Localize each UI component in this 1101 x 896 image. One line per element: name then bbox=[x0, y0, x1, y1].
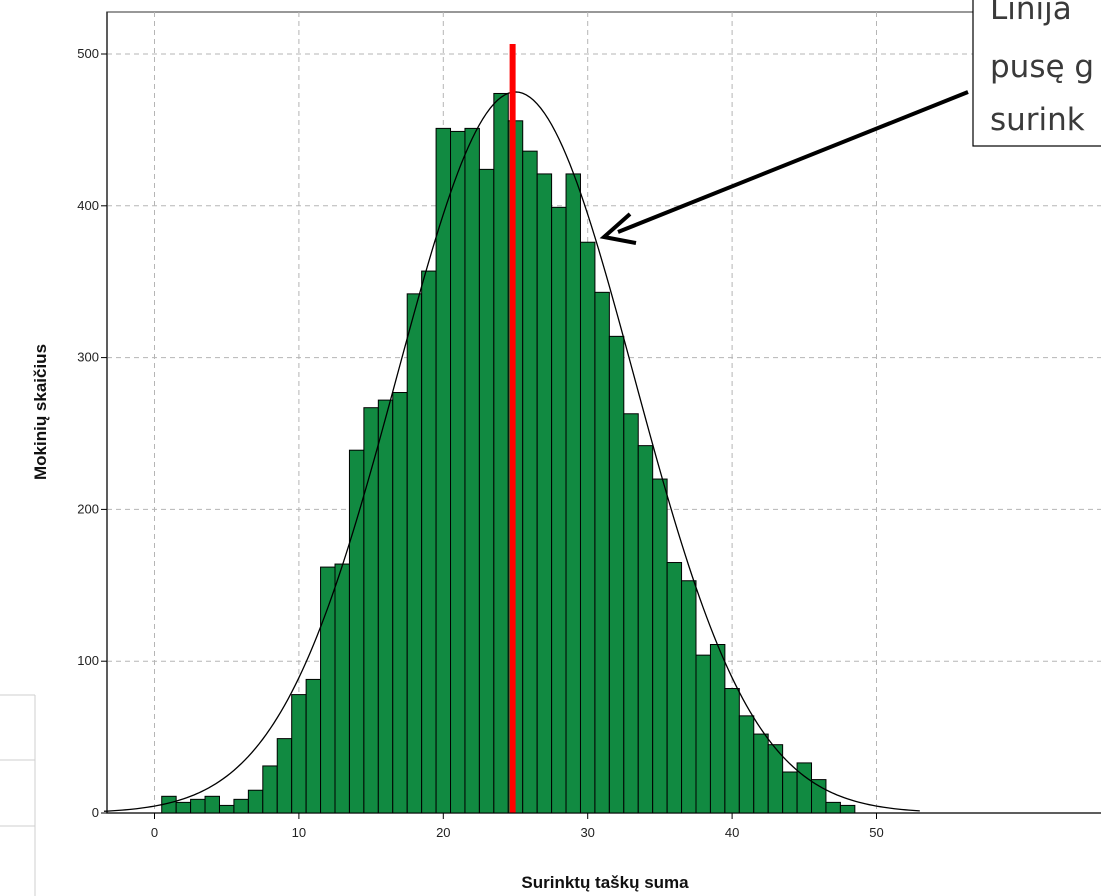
histogram-bar bbox=[204, 795, 220, 814]
x-tick-label: 40 bbox=[725, 825, 739, 840]
histogram-bar bbox=[536, 173, 553, 814]
histogram-bar bbox=[276, 738, 293, 814]
callout-box bbox=[972, 0, 1101, 147]
histogram-bar bbox=[623, 413, 639, 814]
histogram-bar bbox=[218, 804, 235, 814]
histogram-bar bbox=[738, 715, 755, 814]
histogram-bar bbox=[247, 789, 264, 814]
histogram-bar bbox=[608, 335, 625, 814]
histogram-bar bbox=[464, 127, 480, 814]
callout-arrow-head bbox=[599, 212, 637, 245]
histogram-bar bbox=[190, 798, 206, 814]
histogram-bar bbox=[175, 801, 192, 814]
y-tick-label: 200 bbox=[77, 501, 99, 516]
callout-line-2: pusę g bbox=[990, 49, 1094, 85]
histogram-bar bbox=[392, 392, 408, 814]
histogram-bar bbox=[782, 771, 798, 814]
histogram-bar bbox=[565, 173, 581, 814]
y-tick-label: 400 bbox=[77, 198, 99, 213]
histogram-bar bbox=[666, 562, 683, 814]
histogram-bar bbox=[291, 694, 307, 814]
histogram-bar bbox=[594, 291, 610, 814]
histogram-bar bbox=[724, 688, 740, 814]
y-axis-title: Mokinių skaičius bbox=[31, 344, 50, 480]
y-tick-label: 300 bbox=[77, 350, 99, 365]
histogram-bar bbox=[320, 566, 336, 814]
y-tick-label: 100 bbox=[77, 653, 99, 668]
histogram-bar bbox=[811, 779, 827, 814]
histogram-bar bbox=[825, 801, 841, 814]
histogram-bar bbox=[652, 478, 668, 814]
x-tick-label: 10 bbox=[292, 825, 306, 840]
histogram-bar bbox=[450, 130, 466, 814]
x-axis-title: Surinktų taškų suma bbox=[521, 873, 689, 892]
y-tick-label: 0 bbox=[92, 805, 99, 820]
y-tick-label: 500 bbox=[77, 46, 99, 61]
histogram-bar bbox=[377, 399, 394, 814]
callout-arrow bbox=[617, 90, 969, 234]
histogram-bar bbox=[522, 150, 538, 814]
histogram-bar bbox=[695, 654, 711, 814]
histogram-bar bbox=[753, 733, 769, 814]
histogram-bar bbox=[334, 563, 350, 814]
histogram-bar bbox=[839, 804, 856, 814]
histogram-bar bbox=[233, 798, 249, 814]
histogram-bar bbox=[551, 206, 567, 814]
histogram-bar bbox=[305, 678, 322, 814]
x-tick-label: 50 bbox=[869, 825, 883, 840]
histogram-bar bbox=[796, 762, 813, 814]
histogram-bar bbox=[406, 293, 423, 814]
histogram-bar bbox=[637, 445, 654, 814]
histogram-bar bbox=[579, 241, 596, 814]
histogram-bar bbox=[421, 270, 437, 814]
x-tick-label: 0 bbox=[151, 825, 158, 840]
x-tick-label: 20 bbox=[436, 825, 450, 840]
callout-line-3: surink bbox=[990, 102, 1085, 138]
table-fragment bbox=[0, 694, 36, 896]
callout-line-1: Linija bbox=[990, 0, 1072, 27]
histogram-bar bbox=[478, 168, 495, 814]
histogram-bar bbox=[262, 765, 278, 814]
histogram-bar bbox=[709, 644, 726, 814]
x-tick-label: 30 bbox=[580, 825, 594, 840]
histogram-bar bbox=[681, 580, 697, 814]
annotation-callout: Linija pusę g surink bbox=[599, 0, 1101, 245]
histogram-bar bbox=[493, 92, 509, 814]
